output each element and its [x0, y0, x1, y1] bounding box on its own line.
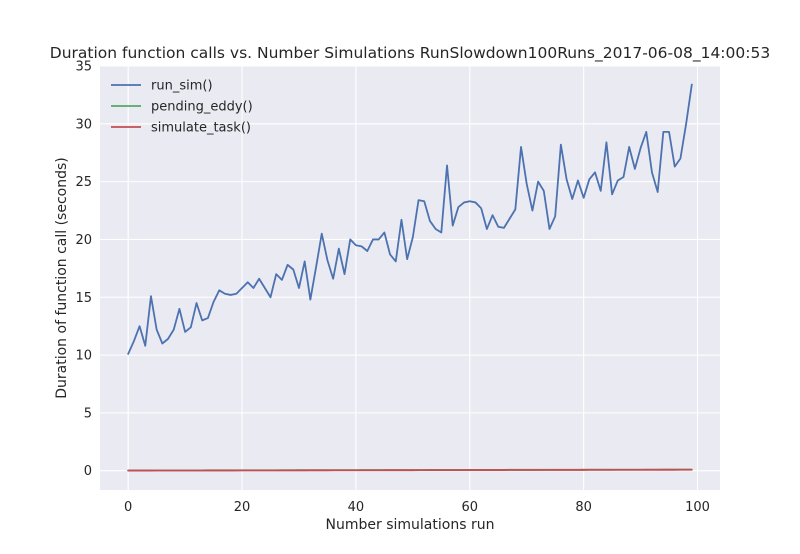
series-line-simulate-task: [127, 468, 693, 472]
y-tick-label: 30: [75, 117, 92, 132]
chart-title: Duration function calls vs. Number Simul…: [50, 44, 770, 63]
gridlines: [100, 65, 720, 490]
series-lines: [127, 83, 693, 472]
y-tick-label: 25: [75, 175, 92, 190]
y-tick-label: 35: [75, 60, 92, 75]
series-line-run-sim: [127, 83, 693, 355]
tick-labels: 0 20 40 60 80 100 0 5 10 15 20 25 30 35: [75, 60, 709, 516]
legend: run_sim() pending_eddy() simulate_task(): [111, 79, 253, 136]
y-tick-label: 5: [84, 406, 92, 421]
legend-label-run-sim: run_sim(): [151, 79, 213, 94]
x-tick-label: 20: [234, 500, 251, 515]
x-tick-label: 0: [124, 500, 132, 515]
y-tick-label: 10: [75, 349, 92, 364]
y-axis-label: Duration of function call (seconds): [54, 157, 70, 399]
x-tick-label: 40: [348, 500, 365, 515]
plot-area: [100, 66, 720, 490]
y-tick-label: 0: [84, 464, 92, 479]
x-axis-label: Number simulations run: [326, 517, 495, 533]
x-tick-label: 100: [685, 500, 710, 515]
legend-label-simulate-task: simulate_task(): [151, 121, 251, 136]
legend-label-pending-eddy: pending_eddy(): [151, 100, 253, 115]
x-tick-label: 80: [575, 500, 592, 515]
y-tick-label: 20: [75, 233, 92, 248]
x-tick-label: 60: [462, 500, 479, 515]
y-tick-label: 15: [75, 291, 92, 306]
